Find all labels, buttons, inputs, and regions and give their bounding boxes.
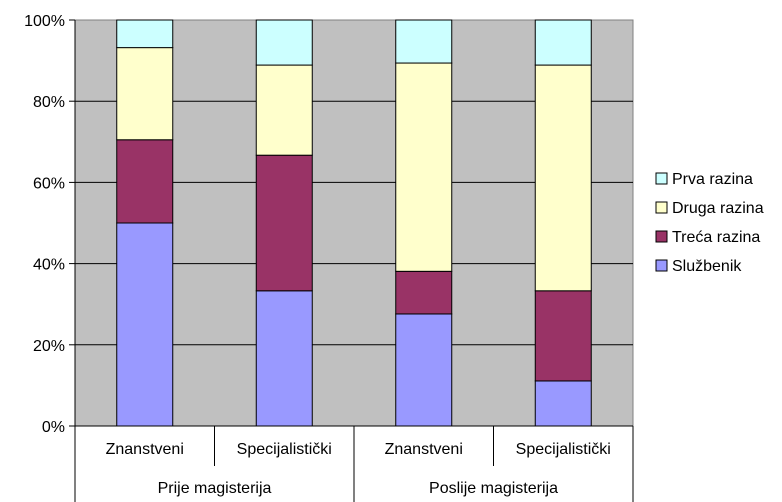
bar-segment xyxy=(116,139,174,224)
bar-segment xyxy=(255,290,313,427)
bar-segment xyxy=(255,19,313,66)
x-axis: Znanstveni Specijalistički Znanstveni Speci… xyxy=(74,425,634,502)
bar-segment xyxy=(534,290,592,382)
x-group-label: Poslije magisterija xyxy=(429,480,558,497)
bar-segment xyxy=(534,19,592,66)
legend-label: Druga razina xyxy=(672,200,764,217)
y-tick-label: 60% xyxy=(33,175,65,192)
bar-segment xyxy=(116,19,174,49)
legend-box xyxy=(650,166,780,286)
bar-segment xyxy=(395,313,453,427)
x-category-label: Znanstveni xyxy=(385,441,463,458)
legend-swatch xyxy=(655,201,668,214)
y-tick-label: 0% xyxy=(42,419,65,436)
bar-segment xyxy=(534,64,592,292)
bar-segment xyxy=(116,222,174,427)
legend-swatch xyxy=(655,172,668,185)
bar-segment xyxy=(255,154,313,292)
x-category-label: Specijalistički xyxy=(237,441,332,458)
legend-swatch xyxy=(655,230,668,243)
bar-segment xyxy=(534,380,592,427)
bars xyxy=(116,19,592,427)
y-tick-label: 100% xyxy=(24,13,65,30)
legend-label: Prva razina xyxy=(672,171,753,188)
legend: Prva razina Druga razina Treća razina Služb… xyxy=(650,166,780,286)
y-tick-label: 80% xyxy=(33,94,65,111)
legend-swatch xyxy=(655,259,668,272)
legend-label: Treća razina xyxy=(672,229,760,246)
x-category-label: Znanstveni xyxy=(106,441,184,458)
y-tick-label: 40% xyxy=(33,257,65,274)
bar-segment xyxy=(395,62,453,272)
x-group-label: Prije magisterija xyxy=(158,480,272,497)
bar-segment xyxy=(395,19,453,64)
bar-segment xyxy=(116,47,174,141)
y-tick-label: 20% xyxy=(33,338,65,355)
y-axis: 0% 20% 40% 60% 80% 100% xyxy=(24,13,76,436)
x-category-label: Specijalistički xyxy=(516,441,611,458)
bar-segment xyxy=(395,270,453,315)
bar-segment xyxy=(255,64,313,156)
legend-label: Službenik xyxy=(672,258,742,275)
